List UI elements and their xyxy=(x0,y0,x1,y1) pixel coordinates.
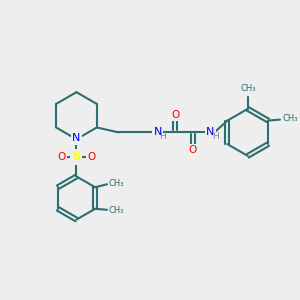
Text: CH₃: CH₃ xyxy=(109,179,124,188)
Text: N: N xyxy=(153,128,162,137)
Text: CH₃: CH₃ xyxy=(109,206,124,215)
Text: S: S xyxy=(72,150,81,164)
Text: O: O xyxy=(87,152,95,162)
Text: H: H xyxy=(212,132,219,141)
Text: CH₃: CH₃ xyxy=(283,114,298,123)
Text: CH₃: CH₃ xyxy=(240,84,256,93)
Text: N: N xyxy=(72,133,81,143)
Text: O: O xyxy=(189,145,197,155)
Text: O: O xyxy=(171,110,179,120)
Text: O: O xyxy=(58,152,66,162)
Text: H: H xyxy=(159,132,166,141)
Text: N: N xyxy=(206,128,215,137)
